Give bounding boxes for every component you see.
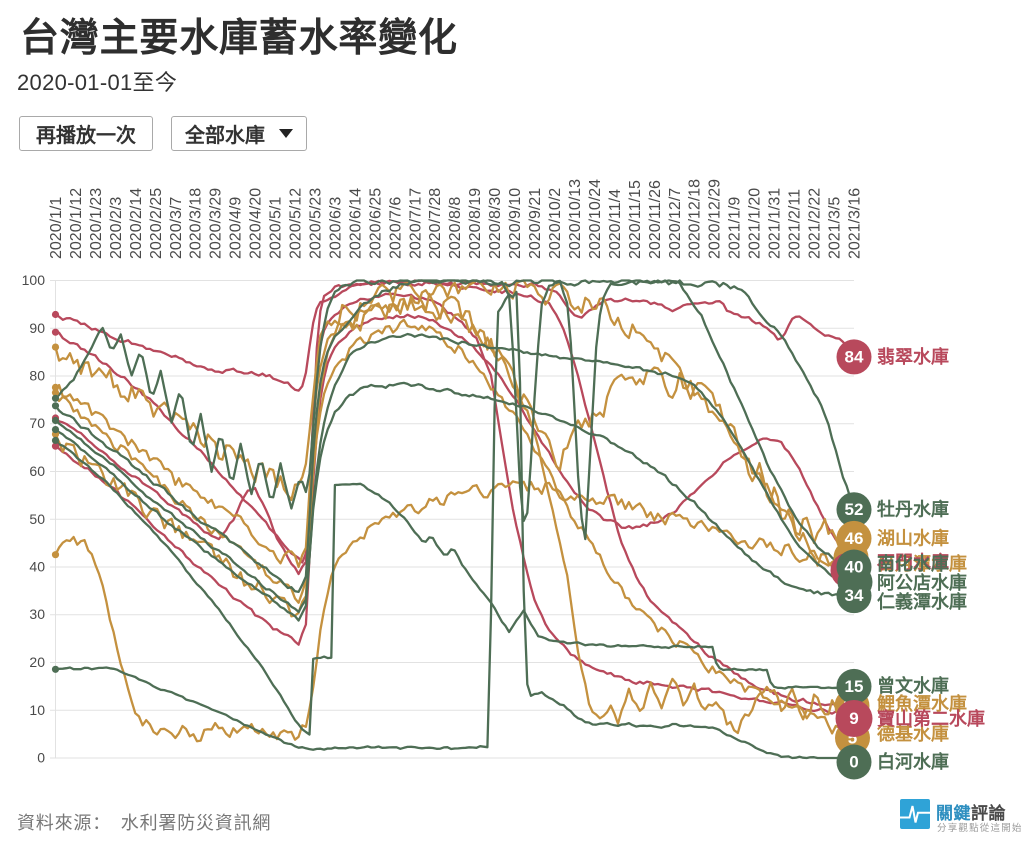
svg-text:2020/6/14: 2020/6/14 <box>347 188 364 259</box>
svg-text:鯉魚潭水庫: 鯉魚潭水庫 <box>877 693 967 714</box>
svg-text:石門水庫: 石門水庫 <box>876 552 949 573</box>
svg-text:20: 20 <box>29 654 45 670</box>
svg-text:2021/3/5: 2021/3/5 <box>826 197 843 259</box>
svg-text:2021/2/22: 2021/2/22 <box>807 188 824 259</box>
svg-text:日月潭水庫: 日月潭水庫 <box>877 553 967 574</box>
svg-text:2020/10/2: 2020/10/2 <box>547 188 564 259</box>
svg-text:2020/10/24: 2020/10/24 <box>587 179 604 259</box>
svg-text:阿公店水庫: 阿公店水庫 <box>877 572 967 593</box>
svg-text:2020/5/12: 2020/5/12 <box>288 188 305 259</box>
svg-text:40: 40 <box>845 558 864 577</box>
svg-text:84: 84 <box>845 347 864 366</box>
svg-text:2020/2/25: 2020/2/25 <box>148 188 165 259</box>
svg-text:2020/7/28: 2020/7/28 <box>427 188 444 259</box>
svg-text:2020/7/17: 2020/7/17 <box>407 188 424 259</box>
svg-text:2020/12/29: 2020/12/29 <box>707 179 724 259</box>
svg-text:南化水庫: 南化水庫 <box>877 553 949 574</box>
svg-text:2020/8/19: 2020/8/19 <box>467 188 484 259</box>
svg-text:翡翠水庫: 翡翠水庫 <box>877 346 949 367</box>
svg-text:2021/1/20: 2021/1/20 <box>747 188 764 259</box>
svg-text:9: 9 <box>849 709 858 728</box>
svg-text:2020/4/20: 2020/4/20 <box>248 188 265 259</box>
svg-text:0: 0 <box>37 750 45 766</box>
svg-text:德基水庫: 德基水庫 <box>877 723 949 744</box>
svg-text:曾文水庫: 曾文水庫 <box>877 675 949 696</box>
svg-text:白河水庫: 白河水庫 <box>877 751 949 772</box>
svg-text:2020/10/13: 2020/10/13 <box>567 179 584 259</box>
svg-text:2020/7/6: 2020/7/6 <box>387 197 404 259</box>
svg-text:湖山水庫: 湖山水庫 <box>877 527 949 548</box>
svg-text:2020/9/10: 2020/9/10 <box>507 188 524 259</box>
svg-text:10: 10 <box>29 702 45 718</box>
svg-text:2020/9/21: 2020/9/21 <box>527 188 544 259</box>
svg-text:30: 30 <box>29 606 45 622</box>
svg-text:40: 40 <box>29 559 45 575</box>
svg-text:80: 80 <box>29 368 45 384</box>
svg-text:2020/1/12: 2020/1/12 <box>68 188 85 259</box>
svg-text:2020/8/30: 2020/8/30 <box>487 188 504 259</box>
svg-text:2020/3/7: 2020/3/7 <box>168 197 185 259</box>
svg-text:2020/2/14: 2020/2/14 <box>128 188 145 259</box>
svg-text:2020/1/1: 2020/1/1 <box>48 197 65 259</box>
svg-text:2020/11/4: 2020/11/4 <box>607 189 624 259</box>
svg-text:2020/11/26: 2020/11/26 <box>647 180 664 259</box>
svg-text:2021/1/31: 2021/1/31 <box>767 188 784 259</box>
svg-text:2020/5/23: 2020/5/23 <box>308 188 325 259</box>
svg-text:0: 0 <box>849 753 858 772</box>
svg-text:46: 46 <box>845 529 864 548</box>
svg-text:2021/2/11: 2021/2/11 <box>787 189 804 259</box>
svg-text:寶山第二水庫: 寶山第二水庫 <box>877 708 985 729</box>
svg-text:2020/1/23: 2020/1/23 <box>88 188 105 259</box>
svg-text:100: 100 <box>22 272 46 288</box>
svg-text:5: 5 <box>848 728 857 747</box>
svg-text:34: 34 <box>845 586 864 605</box>
svg-text:2020/3/18: 2020/3/18 <box>188 188 205 259</box>
svg-text:2020/4/9: 2020/4/9 <box>228 197 245 259</box>
svg-text:2020/3/29: 2020/3/29 <box>208 188 225 259</box>
svg-text:仁義潭水庫: 仁義潭水庫 <box>877 591 967 612</box>
svg-text:2020/2/3: 2020/2/3 <box>108 197 125 259</box>
svg-text:50: 50 <box>29 511 45 527</box>
svg-text:70: 70 <box>29 415 45 431</box>
svg-text:牡丹水庫: 牡丹水庫 <box>877 499 949 520</box>
svg-text:60: 60 <box>29 463 45 479</box>
svg-text:90: 90 <box>29 320 45 336</box>
svg-text:2020/8/8: 2020/8/8 <box>447 197 464 259</box>
svg-text:2020/12/18: 2020/12/18 <box>687 179 704 259</box>
svg-text:2020/12/7: 2020/12/7 <box>667 188 684 259</box>
svg-text:2020/6/25: 2020/6/25 <box>367 188 384 259</box>
svg-text:2021/3/16: 2021/3/16 <box>846 188 863 259</box>
svg-text:2021/1/9: 2021/1/9 <box>727 197 744 259</box>
svg-text:52: 52 <box>845 500 864 519</box>
svg-text:2020/5/1: 2020/5/1 <box>268 197 285 259</box>
svg-text:2020/11/15: 2020/11/15 <box>627 180 644 259</box>
svg-text:15: 15 <box>845 677 864 696</box>
svg-text:2020/6/3: 2020/6/3 <box>327 197 344 259</box>
